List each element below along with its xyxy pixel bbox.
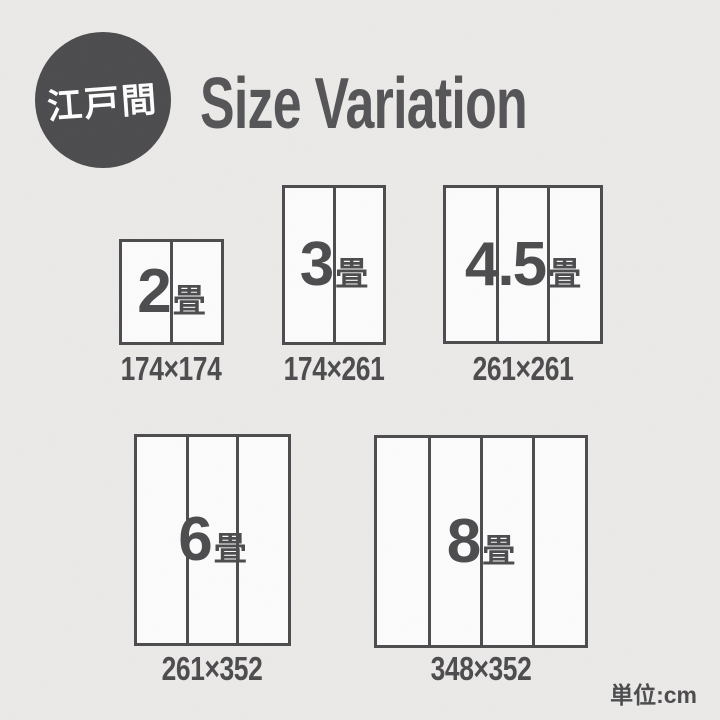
size-dimensions-3jo: 174×261 [283, 350, 385, 387]
size-dimensions-8jo: 348×352 [430, 650, 532, 687]
edoma-badge: 江戸間 [35, 32, 171, 168]
mat-divider [185, 437, 189, 643]
size-card-8jo: 8 畳 [374, 435, 588, 648]
tatami-count: 6 [178, 505, 213, 574]
unit-note: 単位:cm [610, 682, 697, 708]
tatami-unit: 畳 [172, 282, 206, 319]
tatami-unit: 畳 [548, 254, 582, 292]
size-dimensions-4-5jo: 261×261 [472, 350, 574, 387]
edoma-badge-label: 江戸間 [46, 79, 160, 127]
size-card-4-5jo: 4.5 畳 [443, 185, 603, 344]
mat-divider [479, 438, 483, 645]
mat-divider [547, 188, 551, 341]
mat-divider [236, 437, 240, 643]
tatami-count: 2 [137, 257, 172, 326]
tatami-unit: 畳 [213, 530, 247, 567]
mat-divider [170, 242, 173, 342]
tatami-unit: 畳 [335, 255, 369, 292]
size-card-6jo: 6 畳 [134, 434, 291, 646]
mat-divider [495, 188, 499, 341]
tatami-count: 3 [299, 230, 335, 299]
size-label-4-5jo: 4.5 畳 [464, 229, 582, 299]
mat-divider [332, 188, 336, 342]
tatami-unit: 畳 [482, 531, 516, 569]
tatami-count: 8 [446, 506, 482, 576]
mat-divider [531, 438, 535, 645]
size-card-3jo: 3 畳 [282, 185, 386, 345]
tatami-count: 4.5 [464, 229, 547, 299]
size-card-2jo: 2 畳 [119, 239, 224, 345]
page-title: Size Variation [200, 64, 528, 144]
mat-divider [427, 438, 431, 645]
size-dimensions-2jo: 174×174 [120, 350, 222, 387]
size-dimensions-6jo: 261×352 [161, 650, 263, 687]
